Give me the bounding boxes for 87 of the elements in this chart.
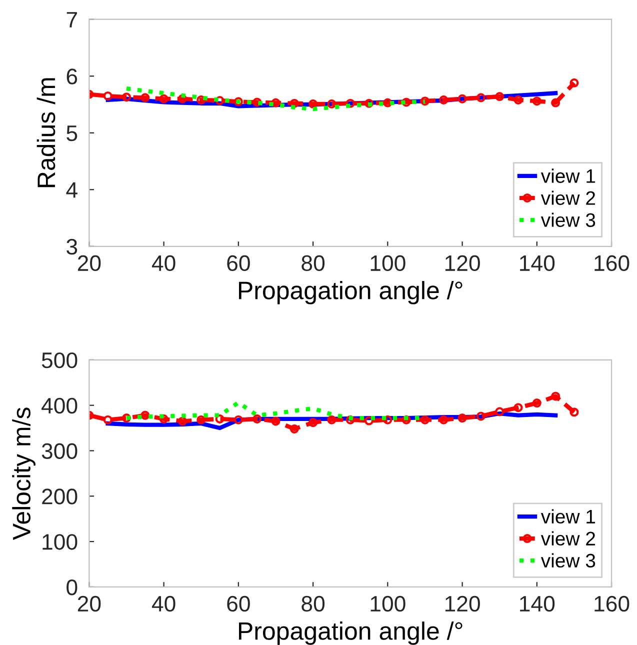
- point: [234, 415, 243, 424]
- legend-label: view 2: [540, 531, 595, 546]
- point: [551, 392, 560, 401]
- point: [215, 96, 224, 106]
- point: [420, 415, 430, 424]
- point: [532, 96, 542, 106]
- point: [103, 91, 112, 100]
- point: [327, 99, 336, 108]
- point: [383, 415, 392, 424]
- point: [252, 98, 262, 107]
- x-tick-label: 60: [227, 255, 250, 272]
- y-tick-label: 500: [42, 352, 78, 368]
- point: [364, 416, 374, 426]
- point: [495, 407, 504, 416]
- point: [308, 418, 318, 428]
- x-tick-label: 100: [370, 596, 406, 612]
- x-tick-label: 100: [370, 255, 406, 272]
- x-tick-label: 20: [78, 255, 101, 272]
- point: [234, 97, 243, 106]
- x-tick-label: 40: [152, 255, 176, 272]
- y-axis-title: Radius /m: [36, 78, 56, 188]
- point: [495, 92, 504, 102]
- point: [103, 415, 112, 424]
- y-axis-title: Velocity m/s: [12, 408, 36, 540]
- y-tick-label: 100: [42, 534, 78, 550]
- point: [252, 414, 262, 424]
- point: [476, 93, 486, 102]
- point: [159, 94, 168, 104]
- point: [570, 78, 579, 88]
- point: [196, 95, 206, 104]
- point: [215, 414, 224, 424]
- point: [271, 416, 280, 426]
- legend-label: view 3: [540, 212, 596, 227]
- point: [178, 416, 187, 426]
- point: [514, 95, 523, 104]
- point: [346, 98, 355, 108]
- point: [514, 403, 523, 412]
- x-tick-label: 140: [520, 255, 555, 272]
- point: [383, 98, 392, 108]
- point: [551, 98, 560, 108]
- point: [402, 98, 411, 107]
- point: [140, 93, 150, 102]
- y-tick-label: 7: [66, 12, 77, 28]
- y-tick-label: 300: [42, 443, 78, 459]
- y-tick-label: 5: [66, 126, 78, 142]
- legend-label: view 2: [540, 190, 595, 205]
- point: [122, 92, 132, 102]
- point: [476, 412, 486, 421]
- point: [271, 98, 280, 108]
- y-tick-label: 400: [42, 398, 78, 414]
- x-axis-title: Propagation angle /°: [238, 280, 462, 304]
- point: [439, 415, 448, 424]
- x-tick-label: 20: [78, 596, 101, 612]
- point: [364, 98, 374, 108]
- y-tick-label: 6: [66, 68, 78, 84]
- x-tick-label: 120: [445, 255, 480, 272]
- point: [196, 415, 206, 424]
- x-tick-label: 160: [594, 255, 630, 272]
- x-tick-label: 40: [152, 596, 176, 612]
- x-tick-label: 120: [445, 596, 480, 612]
- point: [570, 408, 579, 417]
- y-tick-label: 0: [66, 579, 78, 596]
- y-tick-label: 4: [66, 182, 78, 198]
- x-tick-label: 80: [302, 596, 325, 612]
- x-axis-title: Propagation angle /°: [238, 622, 462, 645]
- point: [458, 94, 467, 104]
- point: [439, 95, 448, 104]
- point: [458, 414, 467, 423]
- point: [327, 415, 336, 424]
- x-tick-label: 160: [594, 596, 630, 612]
- y-tick-label: 200: [42, 488, 78, 504]
- point: [346, 415, 355, 424]
- point: [420, 96, 430, 106]
- legend-label: view 1: [540, 168, 596, 183]
- x-tick-label: 140: [520, 596, 555, 612]
- point: [140, 410, 150, 420]
- point: [122, 414, 132, 423]
- point: [402, 415, 411, 424]
- x-tick-label: 80: [302, 255, 325, 272]
- point: [290, 424, 299, 434]
- legend-label: view 1: [540, 509, 596, 524]
- point: [308, 99, 318, 108]
- point: [159, 414, 168, 424]
- legend-label: view 3: [540, 553, 596, 568]
- point: [532, 398, 542, 408]
- y-tick-label: 3: [66, 238, 78, 255]
- x-tick-label: 60: [227, 596, 250, 612]
